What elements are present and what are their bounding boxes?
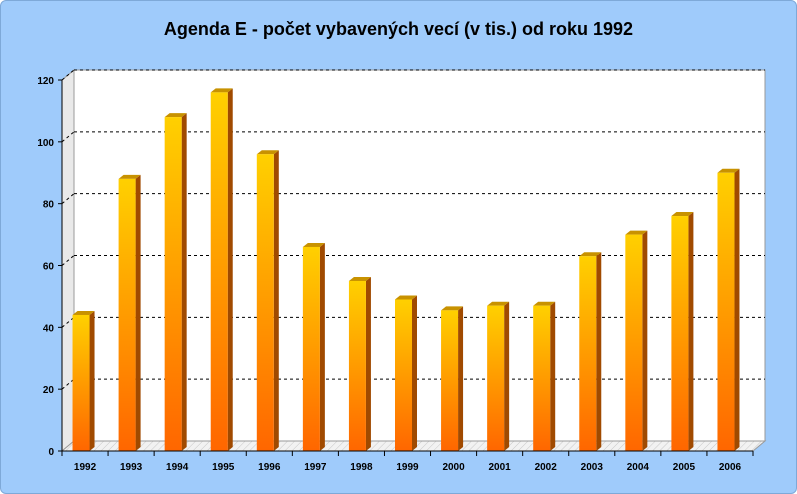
x-tick-label: 1996 [258, 462, 281, 473]
bar-1992 [72, 310, 95, 451]
bar-front [118, 178, 136, 451]
bar-1994 [164, 113, 187, 451]
x-tick-label: 2002 [535, 462, 558, 473]
bar-front [487, 305, 505, 451]
bar-2003 [579, 252, 602, 451]
bar-side [734, 168, 740, 451]
bar-1995 [210, 88, 233, 451]
bar-1998 [348, 276, 371, 451]
x-tick-label: 1998 [350, 462, 373, 473]
x-tick-label: 2004 [627, 462, 650, 473]
x-tick-label: 2003 [581, 462, 604, 473]
chart-title: Agenda E - počet vybavených vecí (v tis.… [163, 19, 634, 39]
bar-2000 [441, 306, 464, 451]
x-tick-label: 1992 [74, 462, 97, 473]
bar-side [273, 150, 279, 451]
x-tick-label: 1999 [396, 462, 419, 473]
bar-front [717, 172, 735, 451]
bar-1996 [256, 150, 279, 451]
bar-2005 [671, 212, 694, 451]
bar-cap [164, 113, 187, 118]
gridline-side [61, 69, 75, 81]
gridline-side [61, 316, 75, 328]
bar-1999 [395, 295, 417, 451]
bar-cap [717, 168, 740, 173]
bar-side [227, 88, 233, 451]
bar-cap [256, 150, 279, 155]
bar-side [412, 295, 417, 451]
gridline-side [61, 193, 75, 205]
bar-front [164, 117, 182, 451]
x-tick-label: 2000 [442, 462, 465, 473]
x-tick-label: 2001 [489, 462, 512, 473]
bar-side [365, 276, 371, 451]
bar-front [256, 154, 274, 451]
bar-2002 [533, 301, 556, 451]
bar-front [302, 246, 320, 451]
bar-cap [348, 276, 371, 281]
axes: 0 20 40 60 80 100 120 1992 1993 1994 1995 1996 1997 1… [37, 76, 754, 473]
x-tick-label: 1995 [212, 462, 235, 473]
bar-cap [533, 301, 556, 306]
y-tick-label: 20 [43, 385, 55, 396]
bar-cap [579, 252, 602, 257]
bar-cap [302, 242, 325, 247]
bar-side [688, 212, 694, 451]
bar-cap [487, 301, 510, 306]
bar-2004 [625, 230, 648, 451]
bar-front [671, 216, 689, 451]
bar-front [72, 314, 90, 451]
y-tick-label: 100 [37, 138, 54, 149]
x-tick-label: 2006 [719, 462, 742, 473]
x-tick-label: 1997 [304, 462, 327, 473]
bar-2001 [487, 301, 510, 451]
bar-cap [118, 174, 141, 179]
y-tick-label: 60 [43, 262, 55, 273]
bar-side [550, 301, 556, 451]
y-tick-label: 120 [37, 76, 54, 87]
bar-cap [72, 310, 95, 315]
bar-side [319, 242, 325, 451]
bar-side [642, 230, 648, 451]
x-tick-label: 2005 [673, 462, 696, 473]
bar-front [625, 234, 643, 451]
bar-side [458, 306, 464, 451]
bar-side [89, 310, 95, 451]
bar-front [533, 305, 551, 451]
bar-cap [395, 295, 417, 300]
bar-cap [625, 230, 648, 235]
y-tick-label: 0 [48, 447, 54, 458]
bar-front [579, 256, 597, 451]
bar-cap [671, 212, 694, 217]
bars [72, 88, 740, 451]
bar-side [504, 301, 510, 451]
bar-front [395, 299, 412, 451]
gridline-side [61, 378, 75, 390]
bar-side [135, 174, 141, 451]
gridline-side [61, 131, 75, 143]
bar-front [441, 310, 459, 451]
bar-side [181, 113, 187, 451]
y-tick-label: 80 [43, 200, 55, 211]
bar-cap [441, 306, 464, 311]
bar-2006 [717, 168, 740, 451]
bar-1997 [302, 242, 325, 451]
bar-cap [210, 88, 233, 93]
x-tick-label: 1993 [120, 462, 143, 473]
gridline-side [61, 255, 75, 266]
y-tick-label: 40 [43, 323, 55, 334]
bar-front [210, 92, 228, 451]
x-tick-label: 1994 [166, 462, 189, 473]
bar-front [348, 280, 366, 451]
bar-side [596, 252, 602, 451]
bar-1993 [118, 174, 141, 451]
